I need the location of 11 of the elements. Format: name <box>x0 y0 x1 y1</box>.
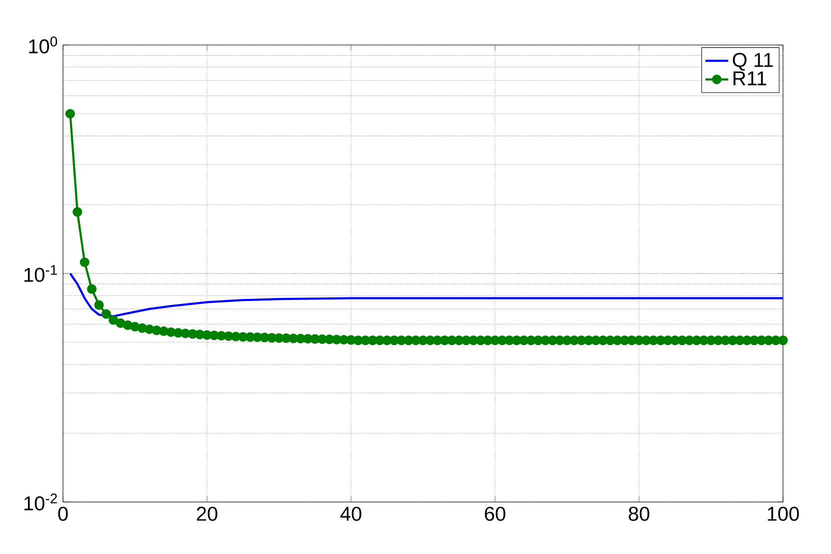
x-tick-label: 100 <box>768 506 799 521</box>
y-tick-label: 10$^{-2}$ <box>24 494 57 510</box>
legend-label: R11 <box>734 72 766 86</box>
legend-label: Q 11 <box>732 52 773 71</box>
x-tick-label: 20 <box>196 506 218 521</box>
y-tick-label: 10$^{-1}$ <box>24 265 57 282</box>
x-tick-label: 80 <box>628 506 650 521</box>
x-tick-label: 40 <box>340 506 362 521</box>
x-tick-label: 0 <box>58 506 68 521</box>
x-tick-label: 60 <box>484 506 506 521</box>
y-tick-label: 10$^{0}$ <box>29 36 58 54</box>
